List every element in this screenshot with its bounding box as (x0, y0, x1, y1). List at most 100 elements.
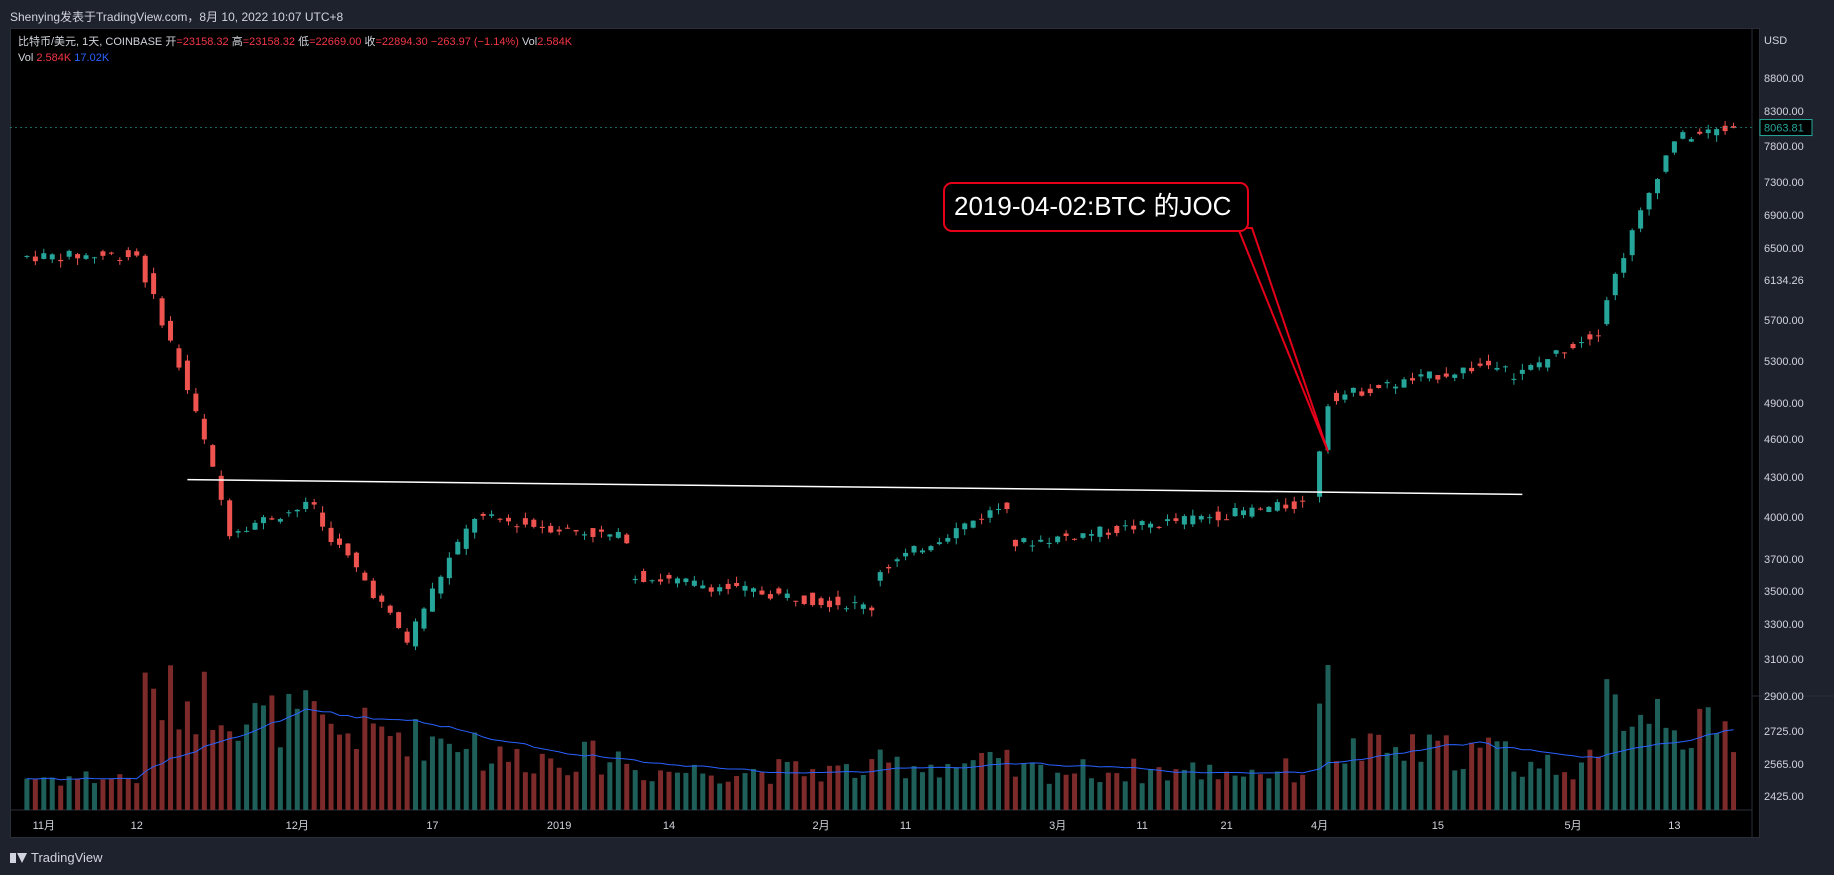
y-tick-label: 3700.00 (1764, 554, 1804, 566)
candle-body (1528, 365, 1534, 370)
tradingview-icon (10, 852, 27, 863)
volume-bar (784, 761, 790, 810)
volume-bar (1443, 735, 1449, 810)
volume-bar (810, 769, 816, 810)
volume-bar (1300, 774, 1306, 810)
volume-bar (683, 772, 689, 810)
volume-bar (1266, 778, 1272, 810)
vol2-value: 2.584K (36, 52, 72, 64)
x-tick-label: 17 (426, 820, 438, 832)
volume-bar (1249, 769, 1255, 810)
candle-body (708, 587, 714, 592)
candle-body (1088, 534, 1094, 536)
candle-body (1731, 126, 1737, 128)
candle-body (1029, 545, 1035, 547)
candle-body (58, 259, 64, 262)
candle-body (919, 550, 925, 553)
candle-body (286, 512, 292, 514)
volume-bar (1671, 730, 1677, 810)
candle-body (252, 522, 258, 530)
candle-body (1224, 519, 1230, 521)
volume-bar (472, 732, 478, 810)
candle-body (294, 509, 300, 512)
candle-body (970, 520, 976, 528)
annotation-box (943, 182, 1249, 232)
volume-bar (269, 695, 275, 810)
volume-bar (353, 749, 359, 810)
candle-body (1181, 516, 1187, 525)
x-tick-label: 12 (131, 820, 143, 832)
candle-body (413, 621, 419, 647)
vol-label: Vol (521, 36, 538, 48)
candle-body (489, 514, 495, 516)
volume-bar (1731, 752, 1737, 810)
annotation-text[interactable]: 2019-04-02:BTC 的JOC (954, 191, 1231, 221)
vol2-label[interactable]: Vol (18, 52, 34, 64)
volume-bar (1705, 707, 1711, 810)
volume-bar (24, 778, 30, 810)
volume-bar (649, 781, 655, 810)
y-tick-label: 6900.00 (1764, 210, 1804, 222)
y-tick-label: 6500.00 (1764, 243, 1804, 255)
x-tick-label: 11 (900, 820, 911, 832)
volume-bar (852, 777, 858, 810)
candle-body (1156, 526, 1162, 528)
candle-body (1384, 382, 1390, 384)
volume-bar (767, 783, 773, 810)
volume-bar (235, 740, 241, 810)
volume-bar (286, 693, 292, 810)
volume-bar (1629, 726, 1635, 810)
candle-body (945, 537, 951, 542)
candle-body (1198, 516, 1204, 520)
candle-body (1021, 538, 1027, 543)
volume-bar (227, 731, 233, 810)
candle-body (615, 531, 621, 538)
candle-body (632, 578, 638, 581)
candle-body (269, 518, 275, 520)
candle-body (759, 590, 765, 595)
candle-body (345, 543, 351, 556)
volume-bar (193, 734, 199, 810)
volume-bar (446, 743, 452, 810)
candle-body (1257, 508, 1263, 510)
volume-bar (835, 765, 841, 810)
candle-body (1553, 350, 1559, 354)
volume-bar (1122, 781, 1128, 810)
candle-body (1283, 504, 1289, 509)
candle-body (134, 251, 140, 256)
volume-bar (277, 747, 283, 810)
volume-bar (41, 777, 47, 810)
volume-bar (168, 665, 174, 810)
volume-bar (345, 733, 351, 810)
volume-bar (159, 720, 165, 810)
volume-bar (582, 741, 588, 810)
candle-body (1333, 392, 1339, 402)
candle-body (1359, 391, 1365, 396)
volume-bar (1291, 782, 1297, 810)
volume-bar (1367, 733, 1373, 810)
chart-frame[interactable] (10, 28, 1760, 838)
candle-body (548, 525, 554, 533)
volume-bar (134, 783, 140, 810)
candle-body (996, 508, 1002, 510)
volume-bar (776, 759, 782, 810)
volume-bar (936, 777, 942, 810)
candle-body (1401, 379, 1407, 388)
volume-bar (1038, 764, 1044, 810)
header: Shenying发表于TradingView.com，8月 10, 2022 1… (0, 0, 1834, 28)
volume-bar (252, 703, 258, 810)
volume-bar (1283, 758, 1289, 810)
volume-ma-line (26, 708, 1734, 781)
candle-body (691, 580, 697, 586)
high-value: =23158.32 (242, 36, 295, 48)
tradingview-logo[interactable]: TradingView (10, 850, 103, 865)
candle-body (582, 534, 588, 536)
candle-body (1114, 526, 1120, 534)
volume-bar (1139, 783, 1145, 810)
volume-bar (455, 752, 461, 810)
volume-bar (1342, 763, 1348, 810)
symbol-label[interactable]: 比特币/美元, 1天, COINBASE (18, 36, 163, 48)
volume-bar (1224, 771, 1230, 810)
volume-bar (320, 714, 326, 810)
